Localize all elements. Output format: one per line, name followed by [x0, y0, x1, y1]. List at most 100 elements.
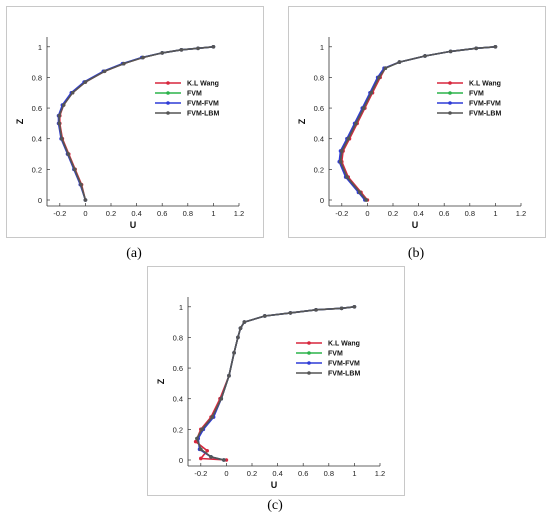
- y-tick-label: 1: [179, 303, 183, 312]
- x-tick-label: -0.2: [194, 469, 207, 478]
- x-tick-label: 1: [211, 209, 215, 218]
- x-tick-label: 0: [365, 209, 369, 218]
- data-point: [199, 447, 203, 452]
- data-point: [227, 373, 231, 378]
- chart-panel-c: -0.2 0 0.2 0.4 0.6 0.8 1 1.2 0 0.2 0.4 0.6 0.8 1 U Z K.L…: [147, 266, 405, 496]
- data-point: [232, 350, 236, 355]
- data-point: [200, 427, 204, 432]
- chart-b: -0.2 0 0.2 0.4 0.6 0.8 1 1.2 0 0.2 0.4 0.6 0.8 1 U Z K.L…: [297, 37, 526, 230]
- data-point: [211, 44, 216, 49]
- y-tick-label: 0.4: [173, 395, 183, 404]
- y-tick-label: 0.8: [32, 73, 42, 82]
- x-tick-label: 0.6: [298, 469, 308, 478]
- data-point: [493, 44, 498, 49]
- y-tick-label: 0: [320, 196, 324, 205]
- y-tick-label: 0.4: [314, 135, 324, 144]
- x-tick-label: 0.6: [439, 209, 449, 218]
- y-tick-label: 0.6: [32, 104, 42, 113]
- data-point: [224, 458, 229, 462]
- data-point: [66, 152, 70, 156]
- y-tick-label: 0.2: [314, 165, 324, 174]
- data-point: [196, 46, 200, 51]
- x-tick-label: 0.8: [465, 209, 475, 218]
- series-line-fvm: [339, 46, 496, 201]
- data-point: [83, 80, 88, 84]
- x-tick-label: 1: [352, 469, 356, 478]
- data-point: [122, 61, 126, 66]
- data-point: [179, 48, 184, 52]
- legend-label: FVM-LBM: [187, 111, 219, 118]
- series-line-fvm-lbm: [196, 306, 355, 461]
- data-point: [210, 415, 215, 419]
- y-tick-label: 0.6: [173, 364, 183, 373]
- y-tick-label: 0.4: [32, 135, 42, 144]
- data-point: [383, 66, 388, 71]
- legend-marker: [448, 101, 452, 105]
- data-point: [354, 121, 358, 126]
- legend-label: FVM: [187, 91, 202, 98]
- legend-label: K.L Wang: [187, 81, 219, 88]
- series-line-fvm-fvm: [338, 46, 496, 201]
- data-point: [345, 175, 349, 179]
- data-point: [236, 335, 240, 340]
- data-point: [423, 54, 427, 58]
- y-tick-label: 1: [38, 43, 42, 52]
- x-tick-label: 1.2: [234, 209, 244, 218]
- chart-panel-a: -0.2 0 0.2 0.4 0.6 0.8 1 1.2 0 0.2 0.4 0.6 0.8 1 U Z K.L…: [6, 6, 264, 238]
- data-point: [242, 320, 247, 324]
- x-tick-label: 0.2: [247, 469, 257, 478]
- data-point: [205, 449, 209, 453]
- x-tick-label: 0.2: [388, 209, 398, 218]
- x-tick-label: 0: [83, 209, 87, 218]
- series-line-fvm-fvm: [57, 46, 214, 201]
- x-tick-label: 0.4: [272, 469, 282, 478]
- data-point: [339, 306, 344, 311]
- legend-marker: [448, 91, 452, 95]
- data-point: [238, 326, 243, 331]
- legend-label: FVM: [328, 351, 343, 358]
- series-line-fvm-fvm: [197, 306, 355, 461]
- data-point: [357, 190, 362, 195]
- y-tick-label: 0.8: [173, 333, 183, 342]
- data-point: [209, 455, 213, 459]
- legend-label: FVM-FVM: [469, 101, 501, 108]
- data-point: [195, 436, 199, 441]
- data-point: [59, 136, 64, 141]
- legend-label: FVM-LBM: [328, 371, 360, 378]
- y-tick-label: 0.2: [173, 425, 183, 434]
- x-tick-label: 0.6: [157, 209, 167, 218]
- series-line-fvm-lbm: [339, 46, 496, 201]
- data-point: [222, 458, 226, 462]
- y-axis-label: Z: [15, 118, 25, 124]
- x-tick-label: 1.2: [375, 469, 385, 478]
- series-line-k-l-wang: [58, 46, 214, 201]
- data-point: [219, 396, 224, 401]
- y-axis-label: Z: [156, 378, 166, 384]
- data-point: [160, 51, 164, 55]
- data-point: [70, 90, 75, 95]
- legend-label: FVM: [469, 91, 484, 98]
- data-point: [397, 60, 402, 64]
- series-line-k-l-wang: [194, 306, 355, 461]
- chart-panel-b: -0.2 0 0.2 0.4 0.6 0.8 1 1.2 0 0.2 0.4 0.6 0.8 1 U Z K.L…: [288, 6, 546, 238]
- legend-marker: [307, 351, 311, 355]
- data-point: [340, 149, 344, 153]
- y-tick-label: 0: [38, 196, 42, 205]
- series-line-fvm: [58, 46, 214, 201]
- data-point: [83, 198, 88, 202]
- x-tick-label: 0.4: [131, 209, 141, 218]
- data-point: [448, 49, 453, 54]
- data-point: [57, 121, 61, 126]
- data-point: [361, 106, 366, 110]
- data-point: [72, 167, 77, 172]
- y-tick-label: 0: [179, 456, 183, 465]
- series-line-k-l-wang: [340, 46, 496, 201]
- legend-label: K.L Wang: [328, 341, 360, 348]
- x-axis-label: U: [271, 480, 278, 490]
- data-point: [314, 308, 318, 312]
- x-tick-label: 1.2: [516, 209, 526, 218]
- legend-marker: [307, 361, 311, 365]
- x-axis-label: U: [130, 220, 137, 230]
- legend-label: FVM-FVM: [328, 361, 360, 368]
- legend-marker: [307, 341, 311, 345]
